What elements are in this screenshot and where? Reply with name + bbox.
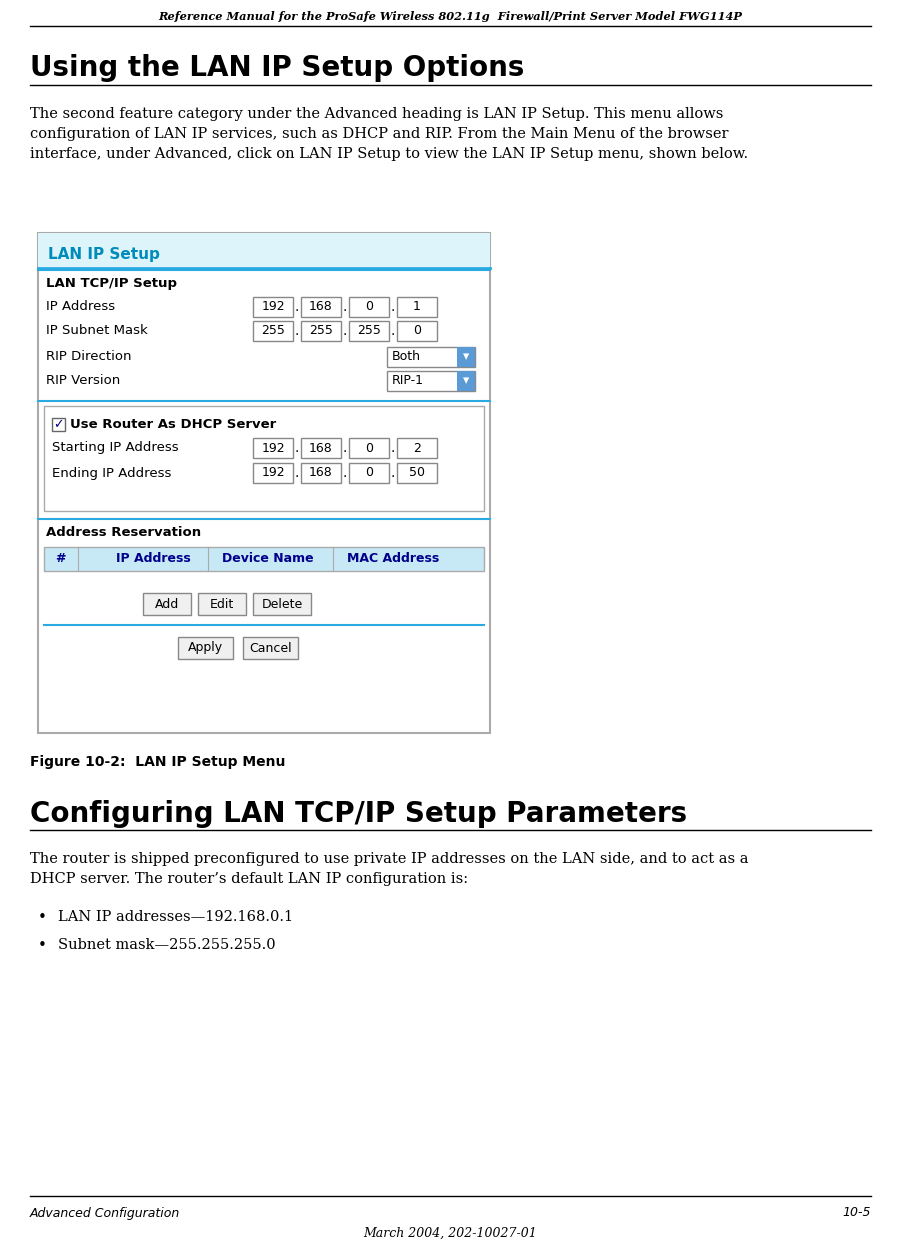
Text: Both: Both xyxy=(392,350,421,364)
FancyBboxPatch shape xyxy=(349,464,389,483)
Text: LAN IP addresses—192.168.0.1: LAN IP addresses—192.168.0.1 xyxy=(58,910,293,925)
Text: IP Address: IP Address xyxy=(115,552,190,566)
Text: 255: 255 xyxy=(357,324,381,338)
Text: .: . xyxy=(342,441,347,455)
Text: 168: 168 xyxy=(309,441,332,455)
Text: The second feature category under the Advanced heading is LAN IP Setup. This men: The second feature category under the Ad… xyxy=(30,107,748,161)
FancyBboxPatch shape xyxy=(387,371,475,391)
FancyBboxPatch shape xyxy=(253,321,293,341)
Text: LAN TCP/IP Setup: LAN TCP/IP Setup xyxy=(46,278,177,290)
Text: IP Address: IP Address xyxy=(46,300,115,314)
Text: #: # xyxy=(55,552,65,566)
Text: Ending IP Address: Ending IP Address xyxy=(52,466,171,480)
Text: Configuring LAN TCP/IP Setup Parameters: Configuring LAN TCP/IP Setup Parameters xyxy=(30,800,687,829)
FancyBboxPatch shape xyxy=(301,297,341,316)
FancyBboxPatch shape xyxy=(301,321,341,341)
Text: Use Router As DHCP Server: Use Router As DHCP Server xyxy=(70,417,277,431)
Text: .: . xyxy=(391,324,396,338)
Text: LAN IP Setup: LAN IP Setup xyxy=(48,248,159,263)
Text: .: . xyxy=(295,441,299,455)
Text: .: . xyxy=(295,300,299,314)
Text: Delete: Delete xyxy=(261,598,303,611)
FancyBboxPatch shape xyxy=(397,297,437,316)
Text: 0: 0 xyxy=(365,441,373,455)
Text: 50: 50 xyxy=(409,466,425,480)
Text: •: • xyxy=(38,938,47,953)
Text: March 2004, 202-10027-01: March 2004, 202-10027-01 xyxy=(363,1226,537,1240)
Text: 0: 0 xyxy=(365,466,373,480)
FancyBboxPatch shape xyxy=(52,417,65,431)
Text: 10-5: 10-5 xyxy=(842,1206,871,1220)
Text: RIP-1: RIP-1 xyxy=(392,375,424,388)
Text: 168: 168 xyxy=(309,466,332,480)
Text: 255: 255 xyxy=(261,324,285,338)
Text: MAC Address: MAC Address xyxy=(347,552,439,566)
Text: .: . xyxy=(295,324,299,338)
FancyBboxPatch shape xyxy=(38,233,490,267)
Text: •: • xyxy=(38,910,47,925)
FancyBboxPatch shape xyxy=(457,346,475,368)
FancyBboxPatch shape xyxy=(387,346,475,368)
Text: 0: 0 xyxy=(365,300,373,314)
Text: Reference Manual for the ProSafe Wireless 802.11g  Firewall/Print Server Model F: Reference Manual for the ProSafe Wireles… xyxy=(158,10,742,21)
Text: RIP Version: RIP Version xyxy=(46,375,120,388)
FancyBboxPatch shape xyxy=(253,297,293,316)
FancyBboxPatch shape xyxy=(397,464,437,483)
Text: .: . xyxy=(391,466,396,480)
Text: .: . xyxy=(342,324,347,338)
Text: Subnet mask—255.255.255.0: Subnet mask—255.255.255.0 xyxy=(58,938,276,952)
Text: Device Name: Device Name xyxy=(223,552,314,566)
Text: .: . xyxy=(295,466,299,480)
FancyBboxPatch shape xyxy=(349,439,389,459)
Text: 255: 255 xyxy=(309,324,333,338)
FancyBboxPatch shape xyxy=(349,321,389,341)
Text: .: . xyxy=(342,466,347,480)
Text: .: . xyxy=(391,441,396,455)
FancyBboxPatch shape xyxy=(457,371,475,391)
FancyBboxPatch shape xyxy=(44,406,484,511)
FancyBboxPatch shape xyxy=(301,439,341,459)
Text: ✓: ✓ xyxy=(53,417,64,431)
Text: 0: 0 xyxy=(413,324,421,338)
Text: Address Reservation: Address Reservation xyxy=(46,527,201,540)
Text: 192: 192 xyxy=(261,466,285,480)
Text: IP Subnet Mask: IP Subnet Mask xyxy=(46,324,148,338)
Text: 2: 2 xyxy=(413,441,421,455)
Text: 168: 168 xyxy=(309,300,332,314)
FancyBboxPatch shape xyxy=(349,297,389,316)
Text: RIP Direction: RIP Direction xyxy=(46,350,132,364)
FancyBboxPatch shape xyxy=(198,593,246,616)
FancyBboxPatch shape xyxy=(253,439,293,459)
FancyBboxPatch shape xyxy=(301,464,341,483)
FancyBboxPatch shape xyxy=(44,547,484,571)
Text: 192: 192 xyxy=(261,441,285,455)
Text: Edit: Edit xyxy=(210,598,234,611)
Text: Using the LAN IP Setup Options: Using the LAN IP Setup Options xyxy=(30,54,524,82)
Text: Figure 10-2:  LAN IP Setup Menu: Figure 10-2: LAN IP Setup Menu xyxy=(30,755,286,769)
Text: Add: Add xyxy=(155,598,179,611)
Text: 1: 1 xyxy=(413,300,421,314)
FancyBboxPatch shape xyxy=(253,593,311,616)
Text: .: . xyxy=(342,300,347,314)
Text: Apply: Apply xyxy=(188,642,223,654)
FancyBboxPatch shape xyxy=(143,593,191,616)
Text: ▾: ▾ xyxy=(463,375,469,388)
FancyBboxPatch shape xyxy=(178,637,233,659)
Text: Advanced Configuration: Advanced Configuration xyxy=(30,1206,180,1220)
Text: 192: 192 xyxy=(261,300,285,314)
FancyBboxPatch shape xyxy=(38,233,490,733)
FancyBboxPatch shape xyxy=(397,321,437,341)
Text: .: . xyxy=(391,300,396,314)
Text: Starting IP Address: Starting IP Address xyxy=(52,441,178,455)
Text: ▾: ▾ xyxy=(463,350,469,364)
FancyBboxPatch shape xyxy=(243,637,298,659)
Text: The router is shipped preconfigured to use private IP addresses on the LAN side,: The router is shipped preconfigured to u… xyxy=(30,852,749,886)
FancyBboxPatch shape xyxy=(397,439,437,459)
Text: Cancel: Cancel xyxy=(250,642,292,654)
FancyBboxPatch shape xyxy=(253,464,293,483)
